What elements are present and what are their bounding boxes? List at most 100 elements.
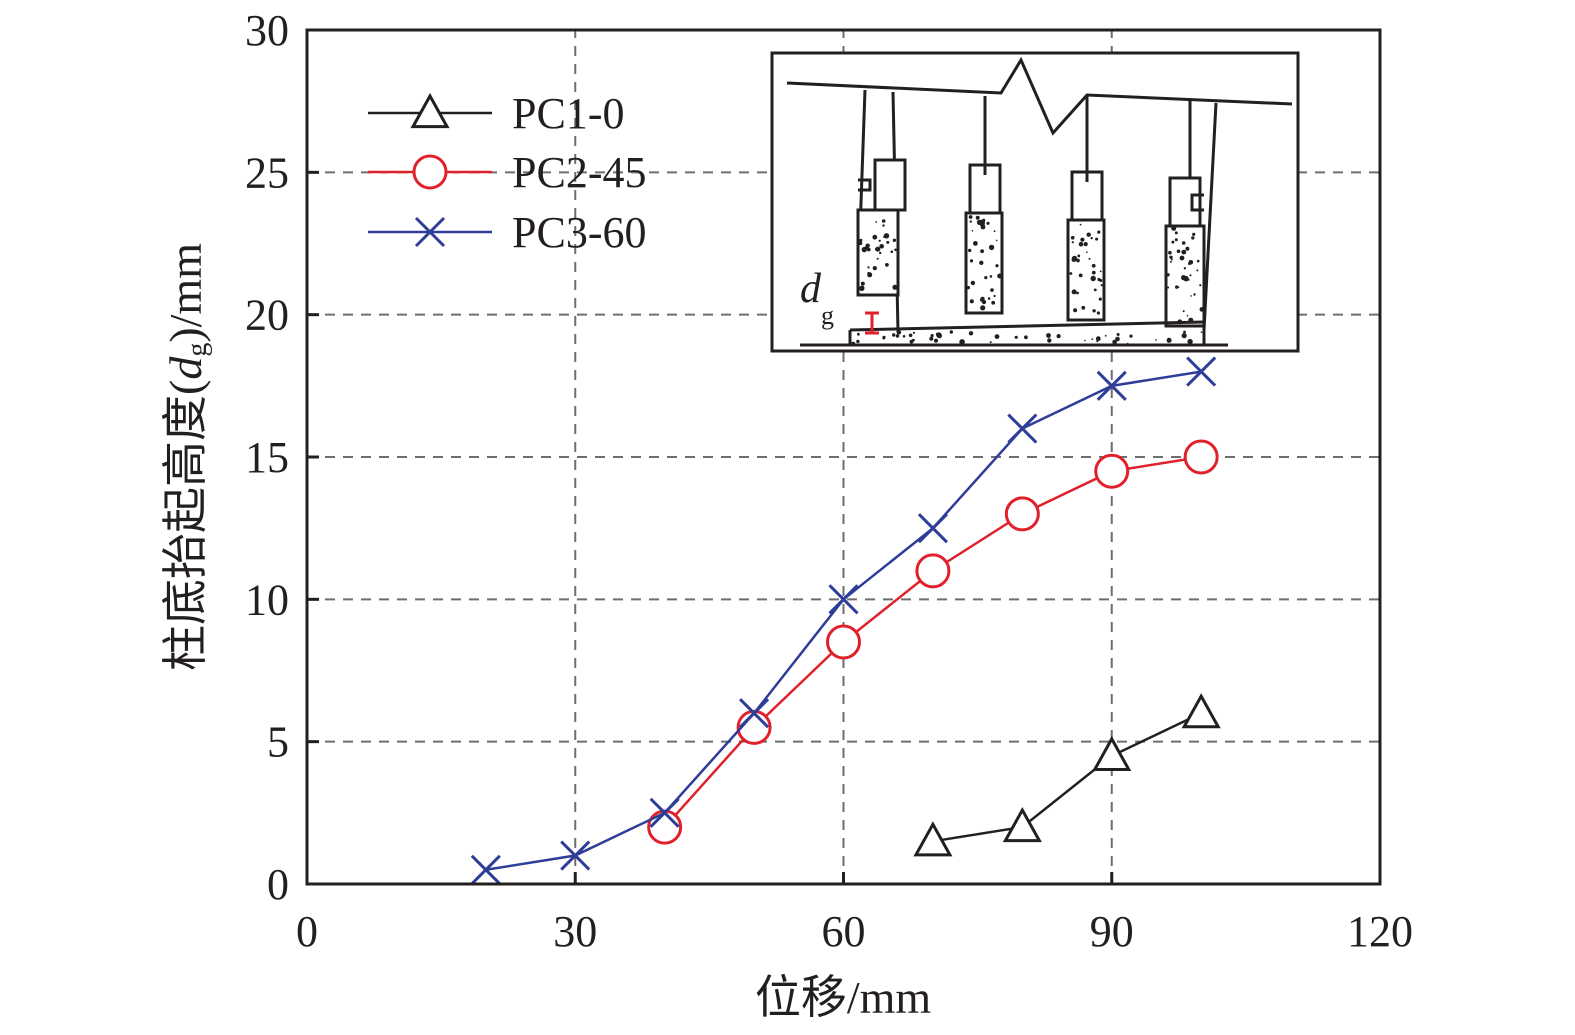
y-axis-title-suffix: )/mm: [160, 243, 211, 343]
aggregate-dot: [1084, 339, 1086, 342]
aggregate-dot: [930, 334, 934, 338]
inset-aggregate-dots: [851, 215, 1205, 346]
aggregate-dot: [989, 341, 992, 344]
aggregate-dot: [1099, 279, 1103, 282]
aggregate-dot: [1129, 334, 1133, 338]
data-point-series-3: [917, 513, 948, 544]
legend-label-pc2: PC2-45: [512, 148, 646, 197]
aggregate-dot: [1071, 255, 1078, 261]
ticks: 0 30 60 90 120 0 5 10 15 20 25 30: [245, 6, 1413, 956]
aggregate-dot: [875, 221, 878, 223]
aggregate-dot: [1171, 225, 1177, 231]
series-1: [913, 693, 1221, 857]
aggregate-dot: [1155, 339, 1157, 341]
aggregate-dot: [1083, 242, 1088, 247]
aggregate-dot: [1076, 291, 1079, 295]
aggregate-dot: [1095, 237, 1099, 241]
aggregate-dot: [1091, 338, 1094, 340]
series-layer: [470, 356, 1221, 885]
aggregate-dot: [858, 241, 863, 246]
legend-label-pc3: PC3-60: [512, 208, 646, 257]
aggregate-dot: [1190, 295, 1192, 297]
aggregate-dot: [995, 239, 998, 242]
aggregate-dot: [994, 334, 1000, 339]
aggregate-dot: [991, 300, 996, 305]
data-point-series-2: [915, 553, 951, 589]
aggregate-dot: [1126, 342, 1129, 345]
inset-label: dg: [800, 266, 834, 330]
data-point-series-2: [1004, 496, 1040, 532]
aggregate-dot: [882, 224, 885, 227]
aggregate-dot: [1071, 289, 1077, 295]
data-point-series-1: [1002, 806, 1042, 843]
aggregate-dot: [1112, 339, 1117, 345]
aggregate-dot: [872, 266, 877, 271]
aggregate-dot: [1081, 305, 1086, 310]
aggregate-dot: [1183, 330, 1186, 334]
aggregate-dot: [929, 336, 934, 341]
aggregate-dot: [1182, 310, 1185, 313]
aggregate-dot: [968, 331, 974, 336]
legend-marker-1: [410, 92, 450, 129]
aggregate-dot: [1014, 335, 1018, 339]
aggregate-dot: [1095, 336, 1101, 342]
aggregate-dot: [1174, 238, 1178, 242]
aggregate-dot: [1176, 249, 1181, 254]
aggregate-dot: [894, 248, 897, 252]
aggregate-dot: [980, 224, 986, 230]
aggregate-dot: [989, 275, 993, 278]
aggregate-dot: [1181, 249, 1187, 255]
aggregate-dot: [980, 297, 985, 302]
aggregate-dot: [1192, 232, 1196, 236]
aggregate-dot: [1168, 250, 1172, 255]
aggregate-dot: [867, 272, 873, 278]
aggregate-dot: [1086, 251, 1088, 253]
aggregate-dot: [1199, 307, 1205, 312]
data-point-series-2: [1183, 439, 1219, 475]
aggregate-dot: [1092, 309, 1096, 313]
aggregate-dot: [993, 230, 996, 233]
aggregate-dot: [1186, 314, 1189, 317]
data-point-series-3: [1096, 370, 1127, 401]
aggregate-dot: [876, 257, 879, 260]
data-point-series-1: [1181, 693, 1221, 729]
aggregate-dot: [1047, 338, 1052, 343]
aggregate-dot: [1056, 334, 1061, 339]
aggregate-dot: [883, 233, 890, 239]
aggregate-dot: [881, 219, 886, 223]
aggregate-dot: [1073, 308, 1078, 313]
aggregate-dot: [1183, 267, 1187, 270]
y-axis-title: 柱底抬起高度(dg)/mm: [160, 243, 214, 671]
aggregate-dot: [968, 248, 972, 253]
aggregate-dot: [1199, 284, 1202, 287]
aggregate-dot: [1069, 272, 1073, 275]
aggregate-dot: [892, 333, 896, 337]
legend-marker-2: [412, 154, 448, 190]
aggregate-dot: [1170, 258, 1173, 261]
aggregate-dot: [1181, 333, 1187, 339]
aggregate-dot: [1175, 285, 1179, 289]
aggregate-dot: [973, 241, 978, 246]
aggregate-dot: [936, 333, 943, 339]
y-axis-title-var: d: [160, 356, 211, 380]
data-point-series-3: [649, 797, 680, 828]
data-point-series-3: [1186, 356, 1217, 387]
aggregate-dot: [1174, 231, 1178, 235]
aggregate-dot: [979, 260, 984, 265]
aggregate-dot: [1196, 259, 1200, 263]
aggregate-dot: [1091, 263, 1096, 268]
series-line-2: [663, 455, 1202, 828]
aggregate-dot: [885, 263, 889, 267]
aggregate-dot: [867, 266, 870, 269]
aggregate-dot: [902, 335, 906, 338]
aggregate-dot: [878, 239, 881, 242]
aggregate-dot: [892, 284, 898, 290]
series-2: [647, 439, 1219, 845]
aggregate-dot: [1071, 241, 1074, 244]
inset-beam-line: [786, 56, 1293, 136]
aggregate-dot: [959, 339, 965, 345]
data-point-series-3: [828, 584, 859, 615]
aggregate-dot: [933, 338, 939, 343]
aggregate-dot: [1188, 260, 1194, 265]
aggregate-dot: [1177, 319, 1183, 325]
